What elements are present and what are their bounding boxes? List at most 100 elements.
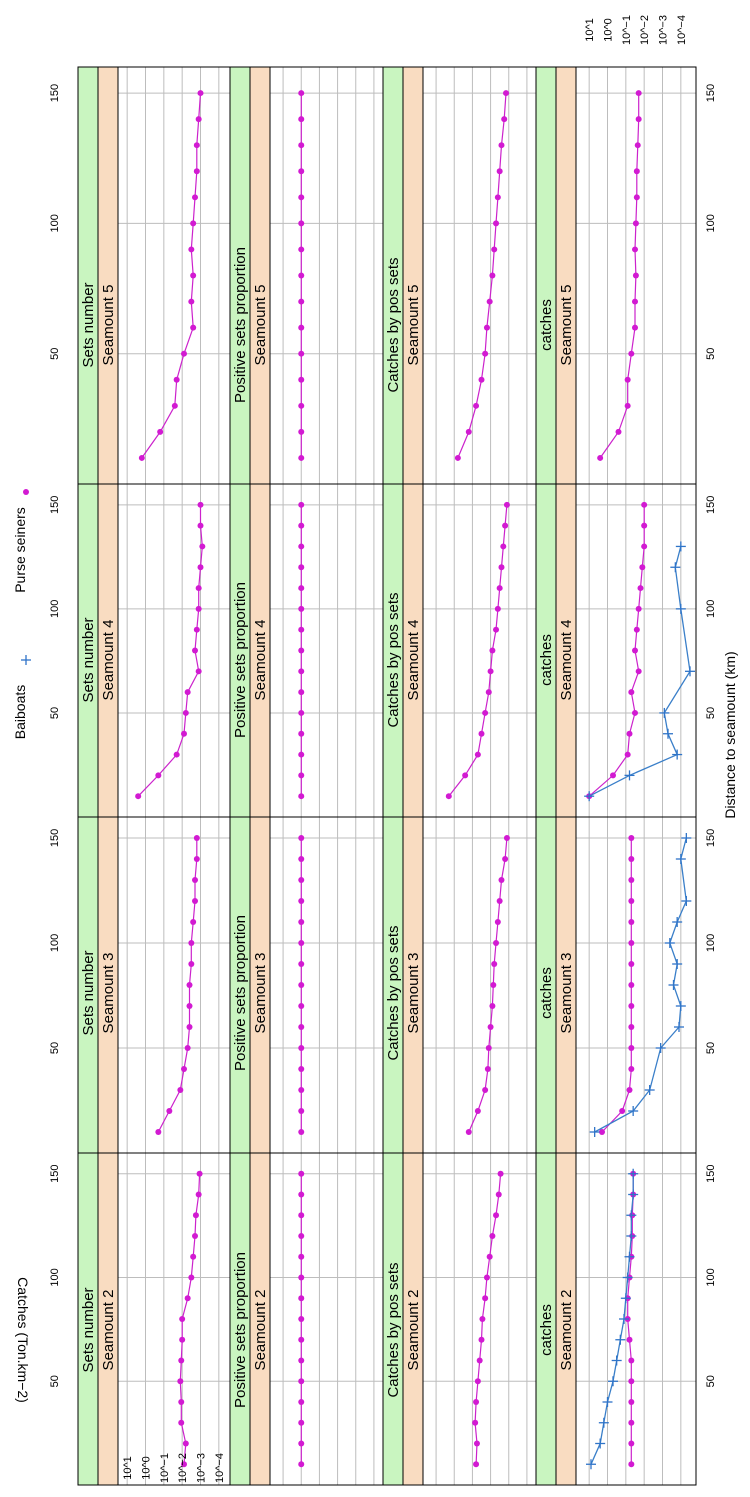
strip-variable-label: catches [538, 967, 555, 1019]
strip-seamount [402, 66, 424, 485]
purse-seiners-point [298, 647, 305, 654]
baiboats-point [675, 854, 686, 864]
purse-seiners-point [474, 1108, 481, 1114]
strip-seamount-label: Seamount 5 [405, 285, 422, 366]
series-group-catches-seamount-5 [597, 90, 642, 461]
strip-seamount-label: Seamount 4 [558, 620, 575, 701]
baiboats-point [620, 1293, 631, 1304]
strip-seamount-label: Seamount 2 [558, 1290, 575, 1371]
y-tick-label: 10^−2 [177, 1453, 189, 1483]
purse-seiners-point [298, 522, 305, 529]
baiboats-point [628, 1189, 639, 1200]
purse-seiners-point [195, 668, 202, 675]
purse-seiners-point [495, 1191, 502, 1198]
purse-seiners-point [628, 1378, 635, 1385]
baiboats-point [674, 1022, 684, 1032]
panel-catches-by-pos-sets-seamount-5: Catches by pos sets Seamount 5 [382, 66, 543, 485]
purse-seiners-point [632, 709, 638, 716]
strip-variable-label: Catches by pos sets [385, 1262, 402, 1397]
purse-seiners-point [184, 1295, 191, 1302]
purse-seiners-point [626, 1336, 633, 1343]
purse-seiners-point [298, 220, 305, 227]
purse-seiners-point [491, 246, 498, 253]
purse-seiners-point [489, 1233, 496, 1239]
purse-seiners-point [496, 168, 503, 175]
purse-seiners-point [298, 730, 305, 737]
strip-seamount-label: Seamount 5 [100, 285, 117, 366]
x-tick-label: 100 [49, 1268, 61, 1286]
baiboats-point [628, 1106, 639, 1116]
purse-seiners-point [178, 1357, 185, 1364]
purse-seiners-point [178, 1419, 185, 1426]
purse-seiners-point [182, 709, 189, 716]
strip-seamount-label: Seamount 5 [558, 285, 575, 366]
purse-seiners-point [173, 751, 180, 758]
x-tick-label: 50 [49, 707, 61, 719]
baiboats-point [624, 770, 635, 781]
purse-seiners-point [298, 350, 305, 357]
purse-seiners-point [628, 1066, 635, 1072]
x-tick-label: 50 [705, 348, 717, 360]
purse-seiners-point [497, 1170, 504, 1177]
purse-seiners-point [298, 1378, 305, 1385]
purse-seiners-point [177, 1087, 184, 1093]
purse-seiners-point [628, 1003, 635, 1009]
baiboats-point [598, 1417, 609, 1428]
purse-seiners-point [298, 246, 305, 253]
purse-seiners-point [486, 298, 493, 305]
purse-seiners-point [494, 194, 501, 201]
series-group-catches-seamount-3 [589, 833, 692, 1137]
purse-seiners-point [498, 564, 505, 571]
purse-seiners-point [298, 1233, 305, 1239]
baiboats-point [675, 603, 686, 614]
purse-seiners-point [633, 194, 640, 201]
x-axis-title: Distance to seamount (km) [722, 651, 738, 818]
baiboats-point [622, 1272, 633, 1283]
purse-seiners-point [298, 1461, 305, 1468]
purse-seiners-point [632, 220, 639, 227]
purse-seiners-point [482, 1295, 489, 1302]
purse-seiners-point [298, 982, 305, 988]
purse-seiners-point [491, 961, 498, 967]
purse-seiners-point [197, 564, 204, 571]
purse-seiners-point [628, 1024, 635, 1030]
panel-sets-number-seamount-5: Sets number Seamount 5 [77, 66, 235, 485]
purse-seiners-point [628, 919, 635, 925]
purse-seiners-point [624, 402, 631, 409]
strip-seamount-label: Seamount 2 [100, 1290, 117, 1371]
baiboats-point [685, 666, 695, 677]
purse-seiners-point [197, 501, 204, 508]
panel-catches-seamount-3: catches Seamount 3 [535, 816, 697, 1154]
purse-seiners-point [171, 402, 178, 409]
purse-seiners-point [632, 298, 638, 305]
baiboats-point [602, 1397, 613, 1407]
purse-seiners-point [298, 428, 305, 435]
purse-seiners-point [190, 1253, 197, 1260]
purse-seiners-point [626, 1087, 633, 1093]
strip-variable-label: Sets number [80, 1287, 97, 1372]
purse-seiners-point [157, 428, 164, 435]
panel-catches-seamount-4: catches Seamount 4 [535, 483, 697, 818]
baiboats-point [595, 1438, 606, 1449]
y-axis-title: Catches (Ton.km−2) [15, 1277, 31, 1403]
y-tick-label: 10^−1 [159, 1453, 171, 1483]
purse-seiners-point [192, 877, 198, 883]
purse-seiners-point [635, 90, 642, 97]
purse-seiners-point [628, 982, 635, 988]
purse-seiners-point [641, 522, 648, 529]
purse-seiners-point [628, 1419, 635, 1426]
baiboats-point [608, 1376, 618, 1387]
series-group-positive-sets-proportion-seamount-4 [298, 501, 305, 800]
purse-seiners-point [298, 116, 305, 123]
x-tick-label: 100 [49, 600, 61, 618]
purse-seiners-point [498, 877, 505, 883]
purse-seiners-point [628, 689, 635, 696]
purse-seiners-point [188, 246, 195, 253]
strip-variable-label: Positive sets proportion [232, 915, 249, 1071]
purse-seiners-point [637, 585, 644, 592]
purse-seiners-point [188, 1274, 195, 1281]
purse-seiners-point [298, 751, 305, 758]
strip-seamount-label: Seamount 3 [100, 953, 117, 1034]
purse-seiners-point [632, 246, 638, 253]
